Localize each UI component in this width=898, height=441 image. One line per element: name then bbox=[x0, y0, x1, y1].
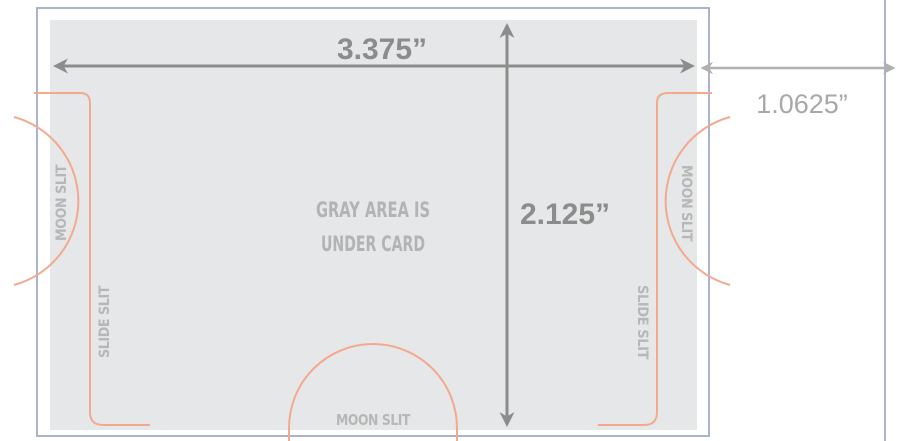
margin-label: 1.0625” bbox=[756, 89, 848, 119]
moon-slit-left-arc bbox=[13, 116, 80, 286]
moon-slit-bottom-label: MOON SLIT bbox=[336, 411, 411, 429]
height-label: 2.125” bbox=[520, 198, 610, 231]
slide-slit-right-label: SLIDE SLIT bbox=[634, 285, 650, 360]
moon-slit-right-label: MOON SLIT bbox=[678, 165, 694, 242]
moon-slit-left-label: MOON SLIT bbox=[54, 164, 70, 241]
moon-slit-right-arc bbox=[664, 116, 731, 286]
moon-slit-bottom-arc bbox=[288, 343, 458, 441]
template-outline bbox=[36, 7, 710, 437]
slide-slit-right-line bbox=[598, 92, 712, 426]
slide-slit-left-line bbox=[34, 92, 150, 426]
center-label-line2: UNDER CARD bbox=[321, 232, 425, 256]
slide-slit-left-label: SLIDE SLIT bbox=[97, 285, 113, 358]
width-label: 3.375” bbox=[337, 33, 427, 66]
center-label-line1: GRAY AREA IS bbox=[316, 198, 430, 222]
card-gray-area bbox=[50, 20, 697, 430]
